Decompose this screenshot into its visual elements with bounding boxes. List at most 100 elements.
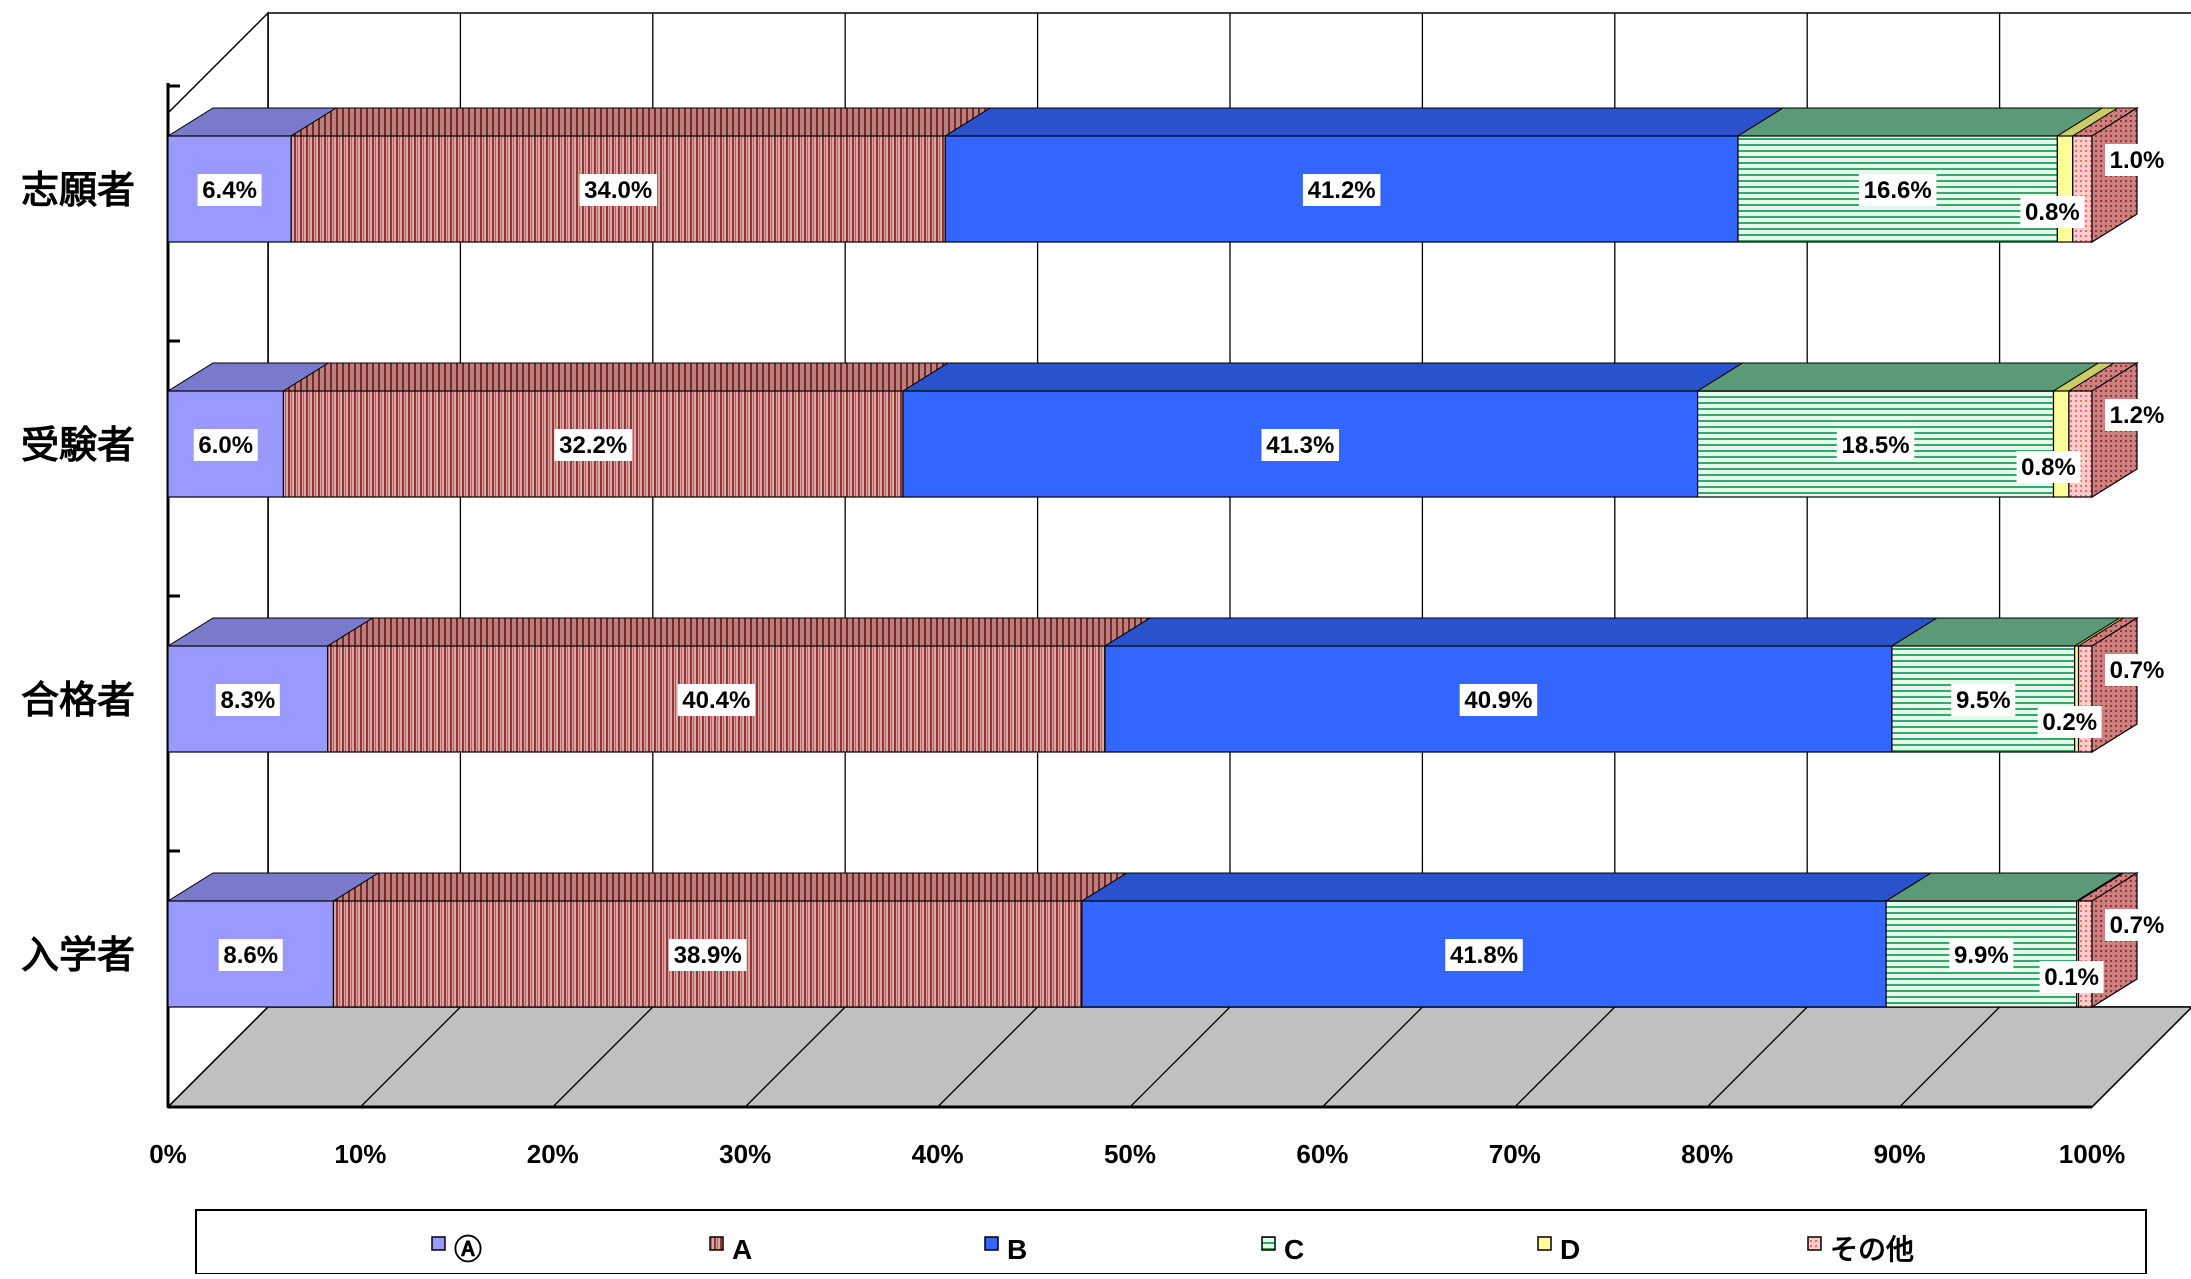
data-label-text: 0.8% bbox=[2025, 199, 2080, 226]
bar-top-1 bbox=[325, 617, 1152, 647]
data-label-text: 40.4% bbox=[682, 687, 750, 714]
data-label-bg bbox=[1949, 939, 2014, 971]
x-tick-label: 20% bbox=[527, 1139, 579, 1169]
data-label-bg bbox=[2105, 654, 2169, 686]
gridline-floor bbox=[1321, 1006, 1423, 1108]
bar-top-1 bbox=[331, 872, 1129, 902]
data-label-text: 6.0% bbox=[198, 432, 253, 459]
bar-group-0 bbox=[166, 106, 2139, 244]
x-tick-label: 40% bbox=[912, 1139, 964, 1169]
data-label-text: 8.6% bbox=[223, 942, 278, 969]
data-label: 0.1% bbox=[2039, 961, 2104, 993]
bar-top-2 bbox=[1080, 872, 1933, 902]
data-label: 32.2% bbox=[554, 429, 632, 461]
legend-item-3: C bbox=[1261, 1234, 1304, 1265]
legend-swatch bbox=[1537, 1236, 1552, 1251]
data-label-bg bbox=[2105, 909, 2169, 941]
bar-group-3 bbox=[166, 871, 2139, 1009]
data-label-bg bbox=[2105, 144, 2169, 176]
bar-top-3 bbox=[1736, 107, 2105, 137]
x-tick-label: 30% bbox=[719, 1139, 771, 1169]
data-label-bg bbox=[1858, 174, 1937, 206]
data-label: 41.2% bbox=[1302, 174, 1381, 206]
data-label-bg bbox=[2016, 451, 2081, 483]
data-label: 18.5% bbox=[1836, 429, 1915, 461]
data-label-text: 1.0% bbox=[2110, 147, 2165, 174]
bar-top-3 bbox=[1695, 362, 2101, 392]
chart-data-labels: 6.4% 34.0% 41.2% 16.6% 0.8% 1.0% 6.0% 32.2% 41.3… bbox=[193, 144, 2169, 993]
gridline-floor bbox=[552, 1006, 654, 1108]
data-label-bg bbox=[193, 429, 258, 461]
legend-label: C bbox=[1284, 1234, 1304, 1265]
data-label: 9.5% bbox=[1951, 684, 2016, 716]
data-label: 0.2% bbox=[2037, 706, 2102, 738]
gridline-floor bbox=[744, 1006, 846, 1108]
gridline-floor bbox=[2091, 1007, 2191, 1108]
data-label: 1.2% bbox=[2105, 399, 2169, 431]
data-label-bg bbox=[215, 684, 280, 716]
data-label-bg bbox=[2039, 961, 2104, 993]
data-label-text: 0.7% bbox=[2110, 657, 2165, 684]
data-label-bg bbox=[1459, 684, 1538, 716]
bar-top-2 bbox=[901, 362, 1745, 392]
legend-swatch bbox=[1261, 1236, 1276, 1251]
data-label: 1.0% bbox=[2105, 144, 2169, 176]
gridline-floor bbox=[1129, 1006, 1231, 1108]
legend-swatch bbox=[431, 1236, 446, 1251]
data-label-text: 8.3% bbox=[220, 687, 275, 714]
data-label-text: 38.9% bbox=[674, 942, 742, 969]
bar-top-2 bbox=[1103, 617, 1939, 647]
data-label-bg bbox=[1445, 939, 1523, 971]
data-label: 0.8% bbox=[2020, 196, 2085, 228]
x-axis-tick-labels: 0% 10% 20% 30% 40% 50% 60% 70% 80% 90% 100% bbox=[149, 1139, 2125, 1169]
x-tick-label: 0% bbox=[149, 1139, 187, 1169]
legend-item-4: D bbox=[1537, 1234, 1580, 1265]
data-label-text: 0.1% bbox=[2044, 964, 2099, 991]
gridline-floor bbox=[1899, 1006, 2001, 1108]
data-label-text: 9.5% bbox=[1956, 687, 2011, 714]
data-label: 8.6% bbox=[218, 939, 283, 971]
data-label: 0.7% bbox=[2105, 654, 2169, 686]
data-label-text: 1.2% bbox=[2110, 402, 2165, 429]
legend-swatch bbox=[709, 1236, 724, 1251]
chart-bars bbox=[166, 106, 2139, 1009]
chart-legend: Ⓐ A B C D その他 bbox=[195, 1209, 2147, 1275]
legend-item-5: その他 bbox=[1807, 1234, 1914, 1265]
data-label-bg bbox=[554, 429, 632, 461]
data-label-text: 6.4% bbox=[202, 177, 257, 204]
data-label-bg bbox=[1261, 429, 1340, 461]
legend-item-2: B bbox=[984, 1234, 1027, 1265]
legend-label: Ⓐ bbox=[454, 1233, 482, 1265]
data-label-bg bbox=[2105, 399, 2169, 431]
gridline-floor bbox=[359, 1006, 461, 1108]
category-label: 入学者 bbox=[21, 934, 135, 977]
data-label-bg bbox=[2020, 196, 2085, 228]
gridline-floor bbox=[167, 1006, 269, 1108]
data-label-bg bbox=[1302, 174, 1381, 206]
data-label-text: 40.9% bbox=[1464, 687, 1532, 714]
category-label: 受験者 bbox=[21, 425, 135, 467]
data-label: 6.0% bbox=[193, 429, 258, 461]
category-label: 合格者 bbox=[21, 680, 135, 722]
x-tick-label: 90% bbox=[1874, 1139, 1926, 1169]
x-tick-label: 50% bbox=[1104, 1139, 1156, 1169]
data-label-bg bbox=[1836, 429, 1915, 461]
data-label-text: 32.2% bbox=[559, 432, 627, 459]
bar-top-1 bbox=[289, 107, 993, 137]
data-label: 38.9% bbox=[668, 939, 747, 971]
data-label-text: 34.0% bbox=[584, 177, 652, 204]
x-tick-label: 10% bbox=[334, 1139, 386, 1169]
data-label-bg bbox=[197, 174, 262, 206]
x-tick-label: 80% bbox=[1681, 1139, 1733, 1169]
data-label: 41.3% bbox=[1261, 429, 1340, 461]
legend-label: B bbox=[1007, 1234, 1027, 1265]
data-label-text: 0.7% bbox=[2110, 912, 2165, 939]
legend-item-0: Ⓐ bbox=[431, 1233, 482, 1265]
data-label: 40.9% bbox=[1459, 684, 1538, 716]
x-tick-label: 70% bbox=[1489, 1139, 1541, 1169]
gridline-floor bbox=[1514, 1006, 1616, 1108]
data-label-bg bbox=[2037, 706, 2102, 738]
category-label: 志願者 bbox=[21, 170, 135, 212]
